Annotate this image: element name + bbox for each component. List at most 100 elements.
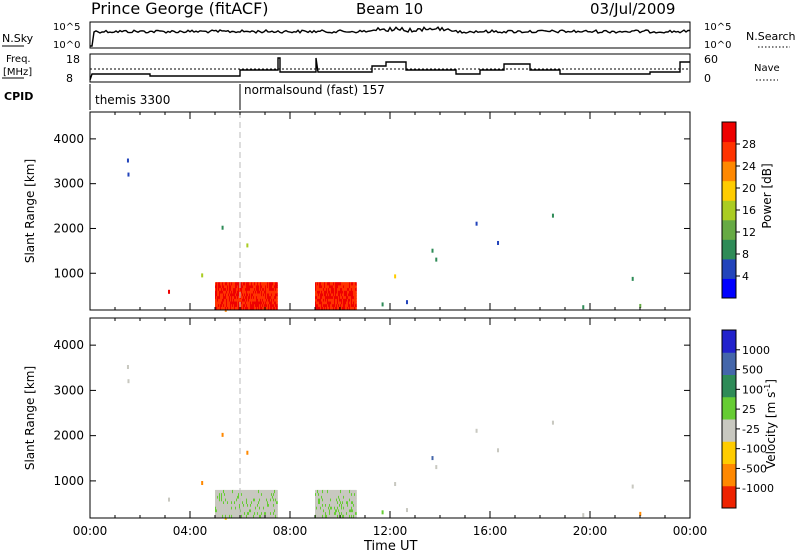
velocity-cell [263, 498, 265, 502]
velocity-cell [218, 500, 220, 505]
power-cell [352, 306, 354, 310]
velocity-cell [349, 500, 351, 505]
power-cell [329, 282, 331, 286]
velocity-cbar-label-main: Velocity [m s [764, 392, 778, 469]
power-cell [318, 282, 320, 286]
velocity-cell [315, 492, 317, 496]
power-cell [254, 301, 256, 305]
nave-tick-low: 0 [704, 72, 711, 85]
velocity-cell [257, 498, 259, 502]
velocity-cell [329, 511, 331, 515]
velocity-cell [229, 503, 231, 507]
power-cell [331, 306, 333, 310]
velocity-cell [251, 506, 253, 510]
power-cell [217, 303, 219, 307]
velocity-cell [251, 514, 253, 518]
velocity-cell [249, 511, 251, 515]
power-cell [246, 298, 248, 302]
velocity-cell [343, 506, 345, 510]
power-cell [216, 303, 218, 307]
x-tick-label: 00:00 [73, 524, 108, 538]
power-cell [220, 287, 222, 291]
velocity-cell [231, 495, 233, 499]
power-cell [228, 284, 230, 289]
power-cell [353, 301, 355, 305]
colorbar-tick-label: 8 [742, 248, 749, 261]
velocity-cell [248, 503, 250, 507]
power-cell [333, 306, 335, 310]
velocity-cell [252, 495, 254, 499]
velocity-cell [232, 511, 234, 515]
power-cell [262, 295, 264, 299]
power-cell [269, 292, 271, 297]
power-cell [322, 303, 324, 307]
velocity-cell [246, 503, 248, 507]
power-cell [352, 292, 354, 297]
power-cell [339, 295, 341, 299]
power-cell [350, 287, 352, 291]
velocity-cell [237, 495, 239, 499]
velocity-cell [316, 489, 318, 494]
velocity-cell [252, 511, 254, 515]
power-cell [329, 290, 331, 294]
velocity-cell [336, 489, 338, 494]
power-cell [259, 301, 261, 305]
velocity-cell [239, 495, 241, 499]
power-cell [339, 284, 341, 289]
velocity-cell [274, 500, 276, 505]
power-cell [335, 287, 337, 291]
velocity-cell [355, 489, 357, 494]
colorbar-tick-label: 20 [742, 182, 756, 195]
power-cell [268, 282, 270, 286]
velocity-cell [247, 498, 249, 502]
power-cell [344, 306, 346, 310]
power-cell [331, 303, 333, 307]
velocity-cell [264, 508, 266, 513]
velocity-cell [322, 508, 324, 513]
velocity-cell [267, 498, 269, 502]
velocity-cell [271, 511, 273, 515]
power-cell [248, 303, 250, 307]
power-cell [221, 284, 223, 289]
velocity-cell [237, 492, 239, 496]
x-tick-label: 00:00 [673, 524, 708, 538]
power-cell [349, 290, 351, 294]
power-cell [257, 282, 259, 286]
velocity-cell [317, 506, 319, 510]
velocity-cell [258, 495, 260, 499]
velocity-cell [215, 514, 217, 518]
plot-title: Prince George (fitACF) [91, 0, 269, 18]
velocity-cell [229, 492, 231, 496]
power-cell [233, 282, 235, 286]
velocity-cell [242, 514, 244, 518]
velocity-cell [328, 495, 330, 499]
power-cell [475, 221, 478, 226]
velocity-cell [256, 500, 258, 505]
power-cell [325, 295, 327, 299]
power-cell [245, 287, 247, 291]
power-cell [246, 287, 248, 291]
velocity-cell [255, 495, 257, 499]
velocity-cell [272, 498, 274, 502]
velocity-cell [317, 514, 319, 518]
velocity-cell [265, 495, 267, 499]
velocity-cell [261, 498, 263, 502]
power-cell [225, 306, 227, 310]
power-cell [229, 306, 231, 310]
power-cell [271, 303, 273, 307]
power-cell [232, 301, 234, 305]
nave-label: Nave [754, 63, 780, 74]
power-cell [340, 306, 342, 310]
power-cell [168, 289, 171, 294]
velocity-cell [336, 508, 338, 513]
velocity-cell [250, 498, 252, 502]
power-cell [223, 295, 225, 299]
power-cell [242, 282, 244, 286]
velocity-cell [267, 489, 269, 494]
velocity-cell [241, 498, 243, 502]
power-cell [345, 298, 347, 302]
velocity-cell [244, 500, 246, 505]
power-cell [327, 303, 329, 307]
velocity-cell [328, 506, 330, 510]
power-cell [329, 295, 331, 299]
